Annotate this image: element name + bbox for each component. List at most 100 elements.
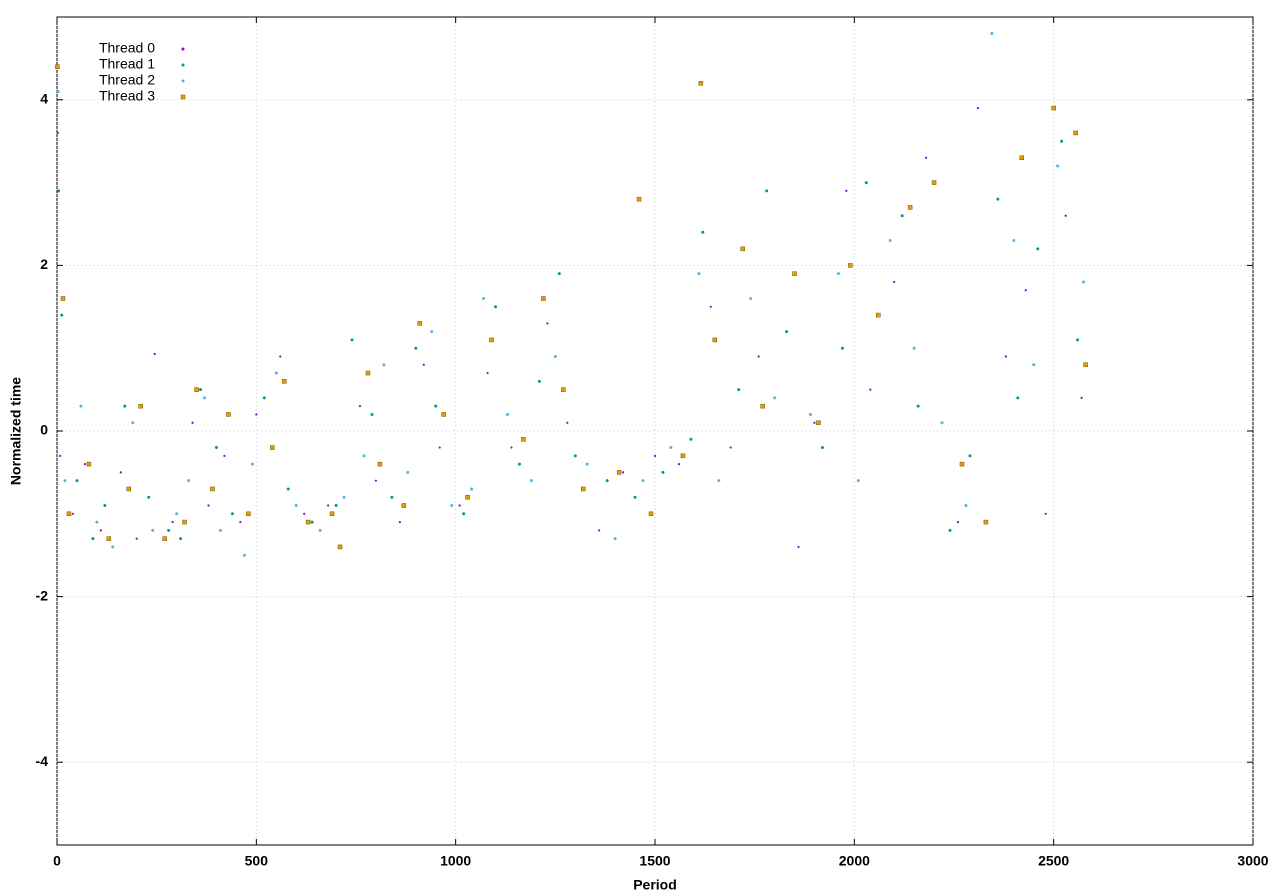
point	[250, 462, 254, 466]
point	[709, 305, 712, 308]
point	[382, 363, 386, 367]
point	[740, 246, 745, 252]
point	[636, 196, 642, 202]
point	[179, 537, 183, 541]
x-axis-label: Period	[633, 877, 677, 893]
point	[99, 529, 102, 532]
point	[840, 346, 844, 350]
point	[521, 437, 526, 442]
point	[964, 504, 968, 508]
point	[218, 528, 222, 532]
point	[131, 421, 135, 425]
point	[123, 404, 127, 408]
point	[529, 479, 533, 483]
point	[255, 413, 258, 416]
y-tick-label: -2	[36, 587, 49, 603]
point	[365, 370, 371, 376]
point	[270, 445, 275, 450]
point	[59, 454, 62, 457]
point	[1004, 355, 1007, 358]
point	[242, 553, 246, 557]
point	[505, 412, 509, 416]
point	[1016, 396, 1020, 400]
legend-swatch	[181, 63, 185, 67]
point	[465, 494, 470, 500]
point	[147, 495, 151, 499]
point	[60, 296, 66, 301]
legend-swatch	[180, 94, 186, 100]
point	[757, 355, 760, 358]
point	[760, 403, 765, 409]
point	[737, 388, 741, 392]
point	[494, 305, 498, 309]
point	[441, 412, 446, 417]
point	[203, 396, 207, 400]
point	[401, 503, 407, 508]
point	[138, 403, 143, 409]
point	[187, 479, 191, 483]
x-tick-label: 1500	[639, 853, 670, 869]
point	[450, 504, 454, 508]
point	[91, 537, 95, 541]
point	[326, 504, 330, 507]
point	[334, 504, 338, 508]
point	[845, 189, 848, 192]
point	[175, 512, 179, 516]
point	[106, 536, 112, 541]
point	[1080, 396, 1083, 399]
point	[223, 454, 226, 457]
point	[350, 338, 354, 342]
legend-swatch	[181, 47, 185, 51]
point	[848, 263, 853, 268]
point	[171, 520, 174, 524]
point	[1012, 239, 1016, 243]
point	[864, 181, 868, 185]
point	[996, 197, 1000, 201]
point	[893, 280, 896, 284]
point	[246, 511, 251, 517]
point	[430, 330, 434, 334]
point	[931, 180, 937, 185]
point	[111, 545, 115, 549]
point	[1064, 214, 1067, 217]
point	[1083, 362, 1088, 368]
point	[1073, 130, 1078, 136]
point	[337, 544, 343, 550]
point	[1024, 289, 1027, 292]
point	[836, 272, 840, 276]
point	[279, 355, 282, 358]
point	[434, 404, 438, 408]
point	[785, 330, 789, 334]
point	[239, 520, 242, 524]
point	[573, 454, 577, 458]
point	[286, 487, 290, 491]
point	[486, 371, 489, 375]
point	[1032, 363, 1036, 367]
point	[900, 214, 904, 218]
point	[856, 479, 860, 483]
point	[605, 479, 609, 483]
point	[310, 520, 314, 524]
point	[414, 346, 418, 350]
x-tick-label: 1000	[440, 853, 471, 869]
point	[712, 337, 718, 343]
point	[422, 363, 425, 366]
y-tick-label: -4	[36, 753, 49, 769]
x-tick-label: 0	[53, 853, 61, 869]
point	[669, 446, 673, 450]
point	[182, 519, 187, 525]
point	[888, 239, 892, 243]
point	[808, 412, 812, 416]
point	[869, 388, 872, 391]
point	[773, 396, 777, 400]
point	[462, 512, 466, 516]
point	[598, 529, 601, 532]
point	[557, 272, 561, 276]
y-tick-label: 0	[40, 422, 48, 438]
point	[1051, 105, 1056, 111]
point	[677, 463, 681, 466]
point	[580, 486, 586, 492]
point	[940, 421, 944, 425]
point	[510, 446, 513, 449]
point	[86, 461, 92, 467]
